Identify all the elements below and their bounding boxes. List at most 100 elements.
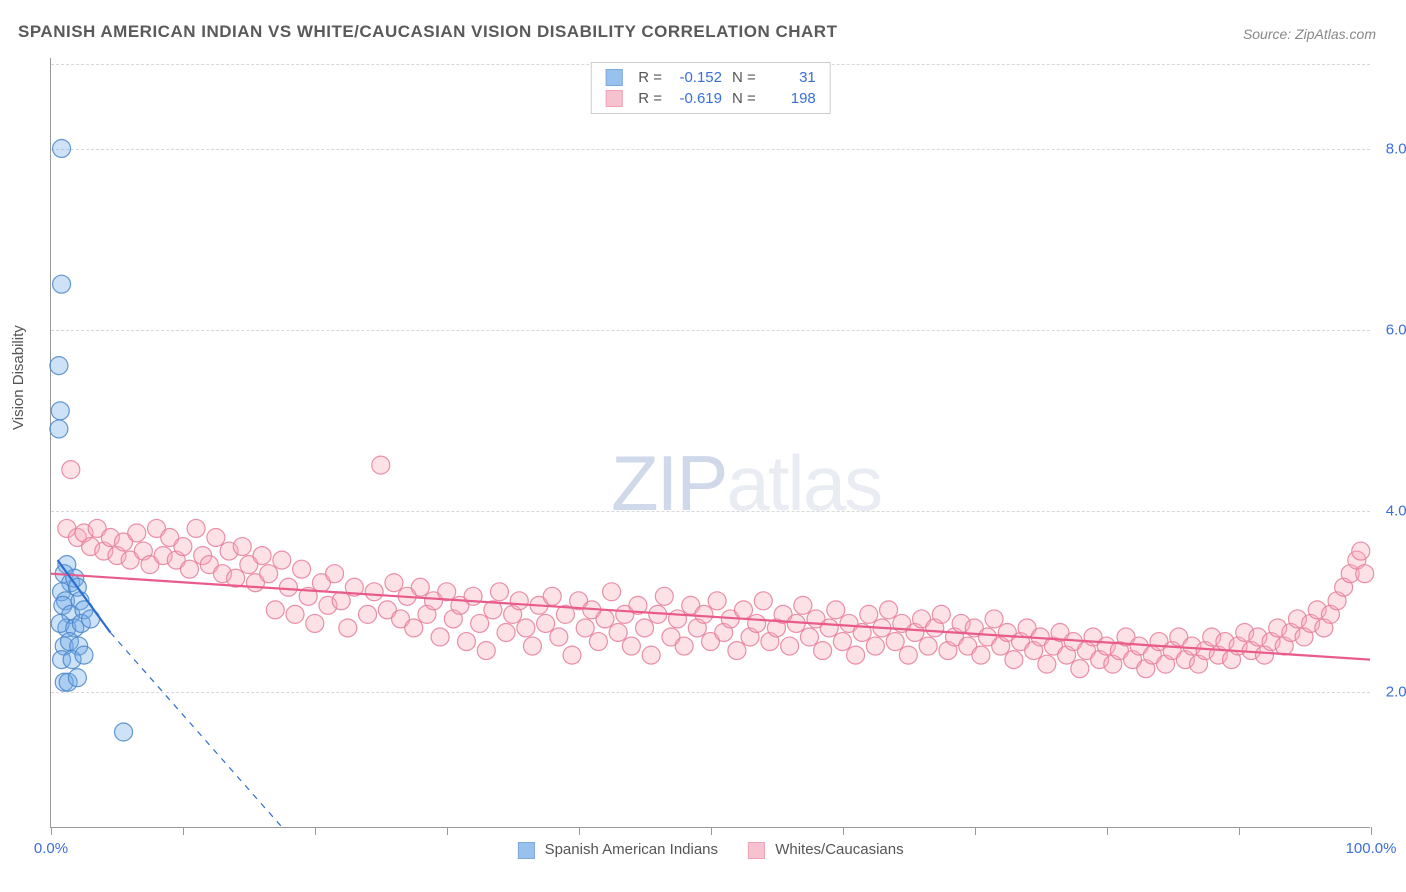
scatter-point: [365, 583, 383, 601]
scatter-point: [932, 605, 950, 623]
scatter-point: [523, 637, 541, 655]
scatter-point: [1071, 660, 1089, 678]
scatter-point: [754, 592, 772, 610]
scatter-point: [273, 551, 291, 569]
scatter-point: [972, 646, 990, 664]
scatter-point: [728, 642, 746, 660]
legend-label-series1: Spanish American Indians: [545, 841, 718, 858]
x-tick: [1107, 827, 1108, 835]
scatter-point: [431, 628, 449, 646]
scatter-point: [866, 637, 884, 655]
scatter-point: [359, 605, 377, 623]
scatter-point: [827, 601, 845, 619]
scatter-point: [596, 610, 614, 628]
x-tick: [975, 827, 976, 835]
stat-label-r: R =: [638, 69, 662, 86]
scatter-point: [405, 619, 423, 637]
y-tick-label: 4.0%: [1386, 502, 1406, 519]
scatter-point: [293, 560, 311, 578]
stat-n-series2: 198: [766, 90, 816, 107]
scatter-point: [260, 565, 278, 583]
scatter-point: [675, 637, 693, 655]
x-tick: [1371, 827, 1372, 835]
swatch-series2: [605, 90, 622, 107]
y-tick-label: 6.0%: [1386, 321, 1406, 338]
stat-label-r: R =: [638, 90, 662, 107]
scatter-point: [385, 574, 403, 592]
scatter-point: [609, 623, 627, 641]
scatter-point: [899, 646, 917, 664]
scatter-point: [880, 601, 898, 619]
scatter-point: [332, 592, 350, 610]
x-tick-label: 100.0%: [1346, 840, 1397, 857]
scatter-point: [589, 633, 607, 651]
chart-title: SPANISH AMERICAN INDIAN VS WHITE/CAUCASI…: [18, 22, 837, 42]
scatter-point: [497, 623, 515, 641]
scatter-point: [326, 565, 344, 583]
stats-row-series1: R = -0.152 N = 31: [605, 67, 816, 88]
scatter-point: [457, 633, 475, 651]
scatter-point: [537, 614, 555, 632]
scatter-point: [207, 529, 225, 547]
scatter-point: [919, 637, 937, 655]
scatter-point: [490, 583, 508, 601]
scatter-point: [1005, 651, 1023, 669]
scatter-point: [253, 547, 271, 565]
plot-area: ZIPatlas R = -0.152 N = 31 R = -0.619 N …: [50, 58, 1370, 828]
stat-n-series1: 31: [766, 69, 816, 86]
y-tick-label: 8.0%: [1386, 140, 1406, 157]
scatter-point: [233, 538, 251, 556]
stat-label-n: N =: [732, 90, 756, 107]
scatter-point: [655, 587, 673, 605]
scatter-point: [1356, 565, 1374, 583]
scatter-point: [543, 587, 561, 605]
trend-line-extrapolated: [110, 632, 281, 827]
x-tick: [579, 827, 580, 835]
scatter-point: [477, 642, 495, 660]
scatter-point: [636, 619, 654, 637]
scatter-point: [181, 560, 199, 578]
x-tick: [1239, 827, 1240, 835]
stats-row-series2: R = -0.619 N = 198: [605, 88, 816, 109]
stat-r-series1: -0.152: [672, 69, 722, 86]
scatter-point: [642, 646, 660, 664]
scatter-point: [372, 456, 390, 474]
scatter-point: [781, 637, 799, 655]
scatter-point: [603, 583, 621, 601]
scatter-point: [51, 402, 69, 420]
scatter-point: [187, 519, 205, 537]
scatter-point: [68, 669, 86, 687]
y-axis-label: Vision Disability: [10, 325, 27, 430]
x-tick-label: 0.0%: [34, 840, 68, 857]
scatter-point: [734, 601, 752, 619]
scatter-point: [550, 628, 568, 646]
x-tick: [183, 827, 184, 835]
scatter-point: [860, 605, 878, 623]
scatter-point: [1038, 655, 1056, 673]
scatter-svg: [51, 58, 1370, 827]
scatter-point: [517, 619, 535, 637]
scatter-point: [53, 275, 71, 293]
x-tick: [711, 827, 712, 835]
scatter-point: [510, 592, 528, 610]
scatter-point: [306, 614, 324, 632]
scatter-point: [50, 357, 68, 375]
scatter-point: [800, 628, 818, 646]
source-attribution: Source: ZipAtlas.com: [1243, 26, 1376, 42]
scatter-point: [1352, 542, 1370, 560]
scatter-point: [695, 605, 713, 623]
scatter-point: [128, 524, 146, 542]
scatter-point: [563, 646, 581, 664]
stat-label-n: N =: [732, 69, 756, 86]
swatch-series1: [517, 842, 534, 859]
scatter-point: [886, 633, 904, 651]
swatch-series2: [748, 842, 765, 859]
scatter-point: [748, 614, 766, 632]
scatter-point: [339, 619, 357, 637]
y-tick-label: 2.0%: [1386, 684, 1406, 701]
scatter-point: [471, 614, 489, 632]
scatter-point: [266, 601, 284, 619]
scatter-point: [53, 139, 71, 157]
scatter-point: [622, 637, 640, 655]
legend-item-series1: Spanish American Indians: [517, 841, 718, 859]
